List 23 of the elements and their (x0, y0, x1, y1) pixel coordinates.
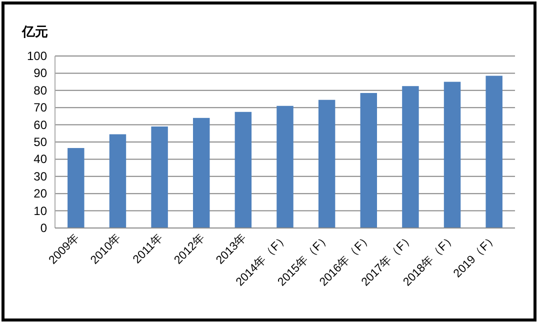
bar (193, 118, 210, 228)
bar (486, 76, 502, 228)
bar (444, 82, 461, 228)
y-tick-label: 50 (34, 135, 48, 149)
bar (109, 134, 126, 228)
y-tick-label: 30 (34, 169, 48, 184)
y-tick-label: 100 (26, 49, 48, 63)
y-tick-label: 70 (34, 100, 48, 115)
y-axis-title: 亿元 (21, 24, 48, 39)
bar (360, 92, 377, 228)
y-tick-label: 90 (34, 66, 48, 80)
y-tick-label: 10 (34, 204, 48, 218)
y-tick-label: 60 (34, 118, 48, 132)
bar (276, 106, 294, 228)
bar (402, 86, 419, 228)
y-tick-label: 20 (34, 186, 48, 201)
y-tick-label: 40 (34, 152, 48, 166)
y-tick-label: 0 (40, 221, 48, 235)
bar (234, 112, 252, 228)
y-tick-label: 80 (34, 83, 48, 98)
bar (318, 100, 336, 228)
bar (68, 148, 84, 228)
bar (151, 126, 168, 228)
